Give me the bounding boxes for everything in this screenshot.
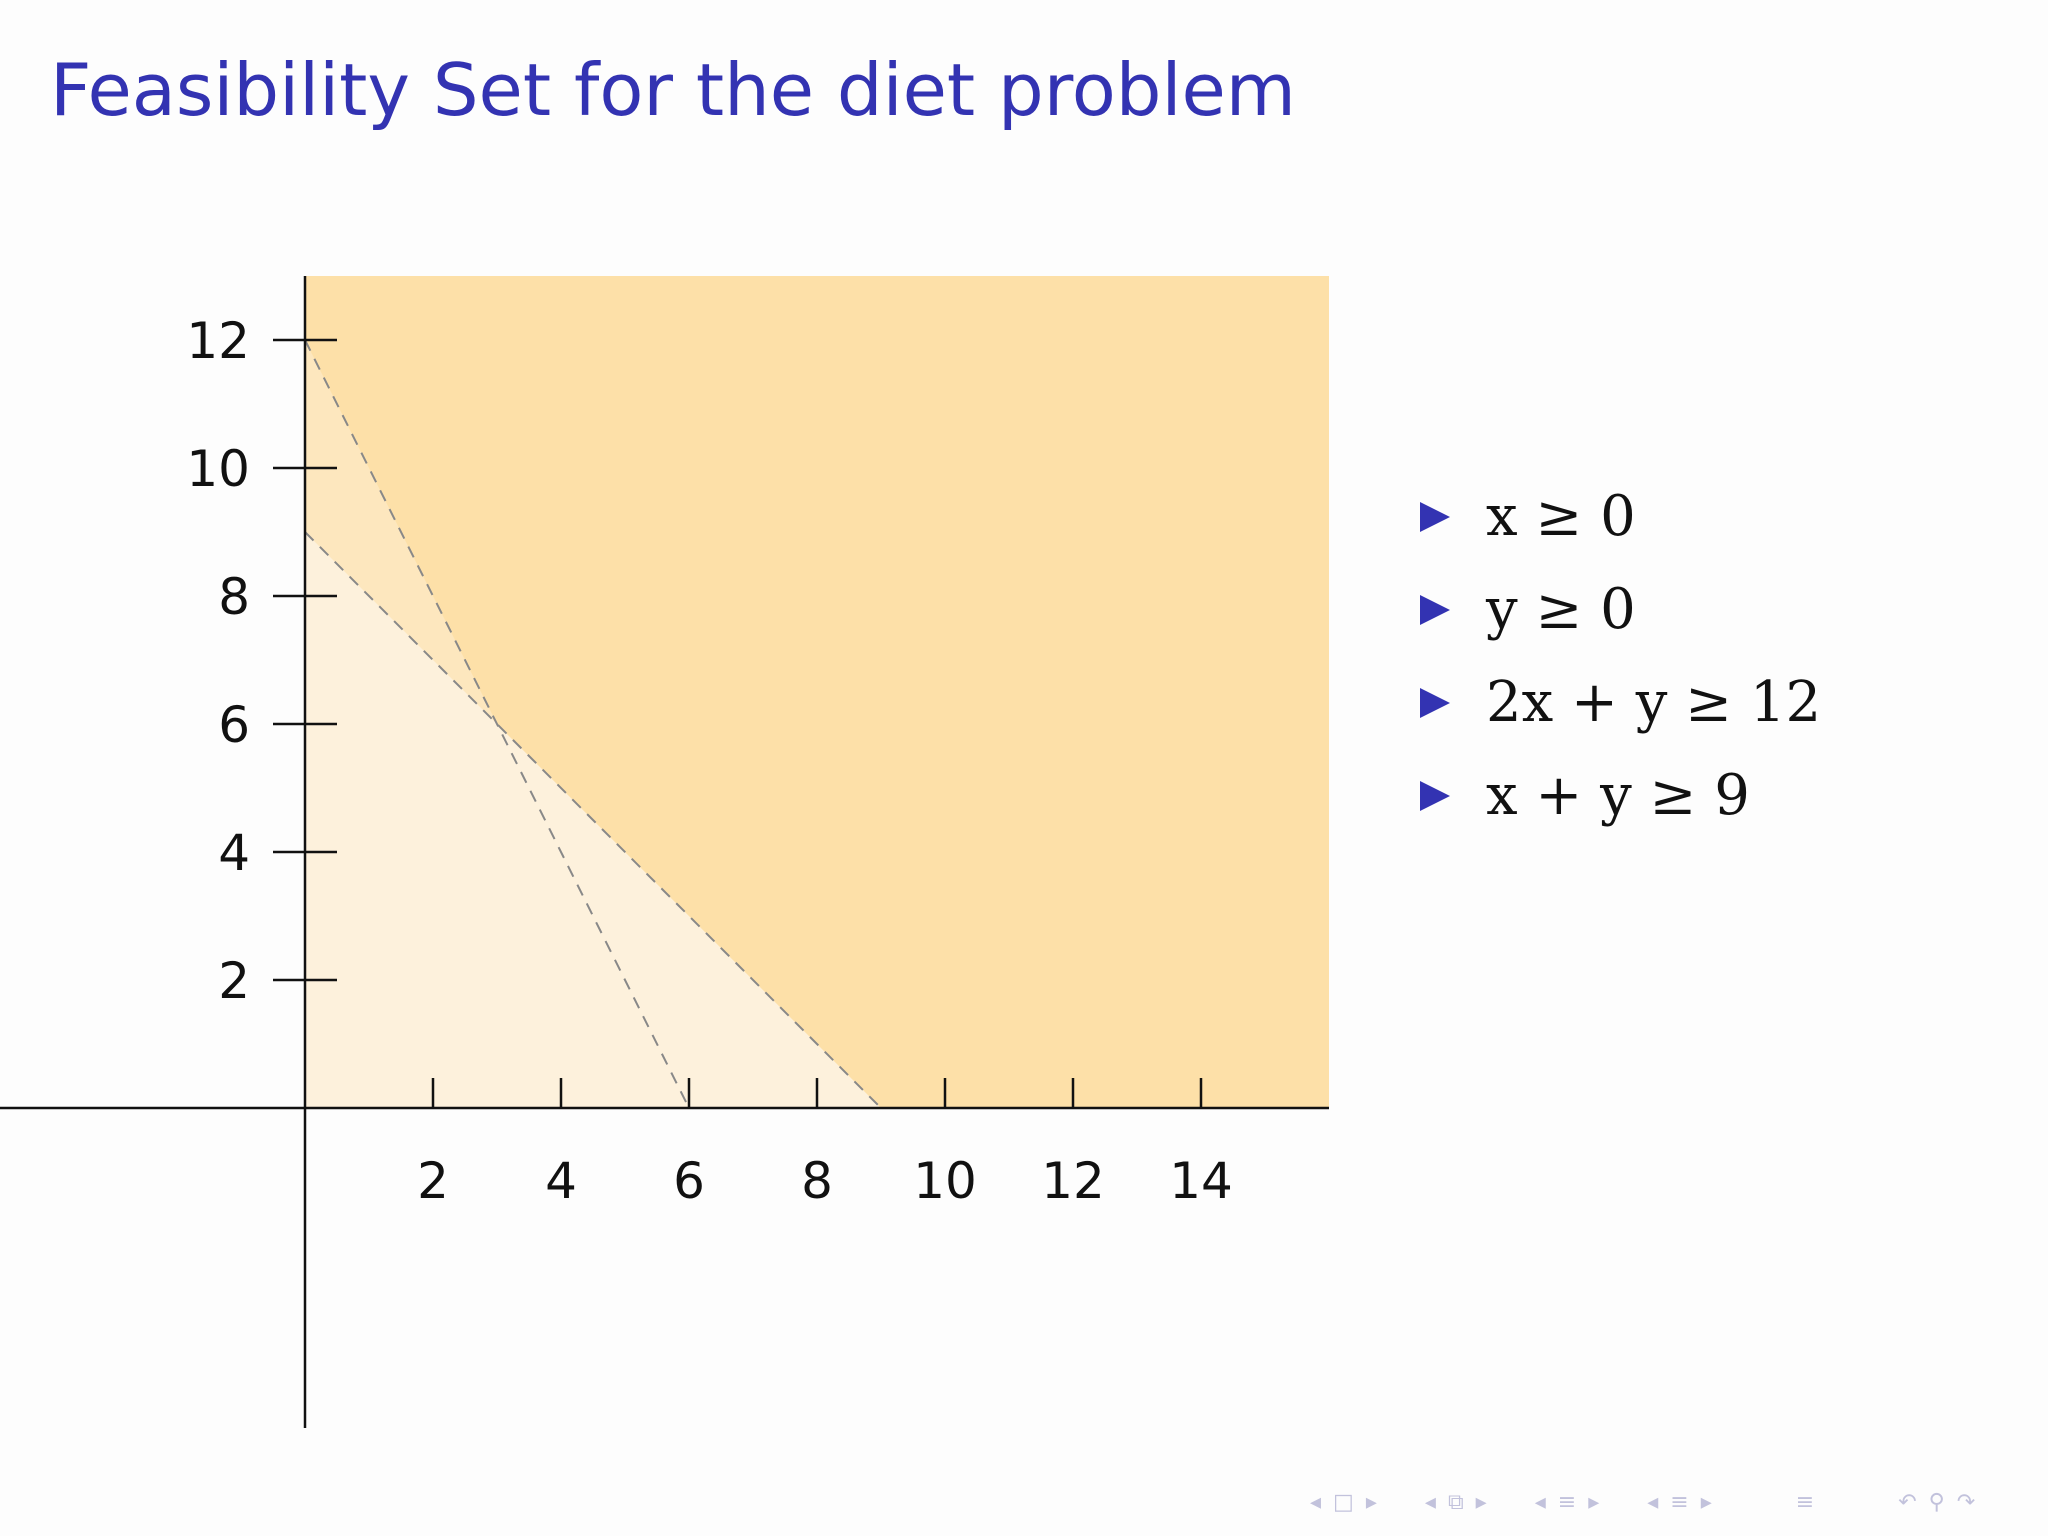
x-tick-label: 6 [673,1152,705,1210]
x-tick-label: 2 [417,1152,449,1210]
nav-section-icon[interactable]: ≡ [1557,1490,1577,1515]
nav-prev-subsection-icon[interactable]: ◂ [1424,1490,1436,1515]
tick-labels: 2 4 6 8 10 12 14 2 4 6 8 10 12 [186,312,1232,1210]
constraint-list: x ≥ 0 y ≥ 0 2x + y ≥ 12 x + y ≥ 9 [1420,470,1821,842]
x-tick-label: 10 [913,1152,977,1210]
y-tick-label: 2 [218,952,250,1010]
y-tick-label: 6 [218,696,250,754]
nav-forward-icon[interactable]: ↷ [1956,1490,1976,1515]
slide-title: Feasibility Set for the diet problem [50,48,1296,132]
shaded-region-3 [305,276,1329,1108]
constraint-text: x ≥ 0 [1486,484,1636,549]
constraint-text: x + y ≥ 9 [1486,763,1750,828]
shaded-regions [305,276,1329,1108]
bullet-icon [1420,501,1450,532]
bullet-icon [1420,687,1450,718]
nav-next-presentation-icon[interactable]: ▸ [1700,1490,1712,1515]
beamer-navigation: ◂ □ ▸ ◂ ⧉ ▸ ◂ ≡ ▸ ◂ ≡ ▸ ≡ ↶ ⚲ ↷ [1310,1490,1975,1515]
y-tick-label: 10 [186,440,250,498]
nav-search-icon[interactable]: ⚲ [1928,1490,1945,1515]
constraint-line-1 [304,339,690,1109]
x-tick-label: 4 [545,1152,577,1210]
y-tick-label: 4 [218,824,250,882]
nav-prev-presentation-icon[interactable]: ◂ [1647,1490,1659,1515]
nav-prev-section-icon[interactable]: ◂ [1534,1490,1546,1515]
nav-next-section-icon[interactable]: ▸ [1588,1490,1600,1515]
nav-presentation-icon[interactable]: ≡ [1670,1490,1689,1515]
constraint-text: 2x + y ≥ 12 [1486,670,1822,735]
x-tick-label: 14 [1169,1152,1233,1210]
constraint-text: y ≥ 0 [1486,577,1636,642]
nav-frame-icon[interactable]: □ [1333,1490,1354,1515]
bullet-icon [1420,594,1450,625]
constraint-item: x + y ≥ 9 [1420,749,1821,842]
y-tick-label: 12 [186,312,250,370]
nav-prev-frame-icon[interactable]: ◂ [1310,1490,1322,1515]
y-tick-label: 8 [218,568,250,626]
constraint-item: x ≥ 0 [1420,470,1821,563]
x-tick-label: 8 [801,1152,833,1210]
bullet-icon [1420,780,1450,811]
ticks [273,338,1203,1108]
nav-subsection-icon[interactable]: ⧉ [1447,1490,1464,1515]
nav-next-frame-icon[interactable]: ▸ [1365,1490,1377,1515]
constraint-line-2 [304,531,882,1109]
x-tick-label: 12 [1041,1152,1105,1210]
constraint-lines [304,339,882,1109]
nav-back-icon[interactable]: ↶ [1898,1490,1917,1515]
nav-next-subsection-icon[interactable]: ▸ [1475,1490,1487,1515]
constraint-item: y ≥ 0 [1420,563,1821,656]
constraint-item: 2x + y ≥ 12 [1420,656,1821,749]
nav-toc-icon[interactable]: ≡ [1795,1490,1815,1515]
